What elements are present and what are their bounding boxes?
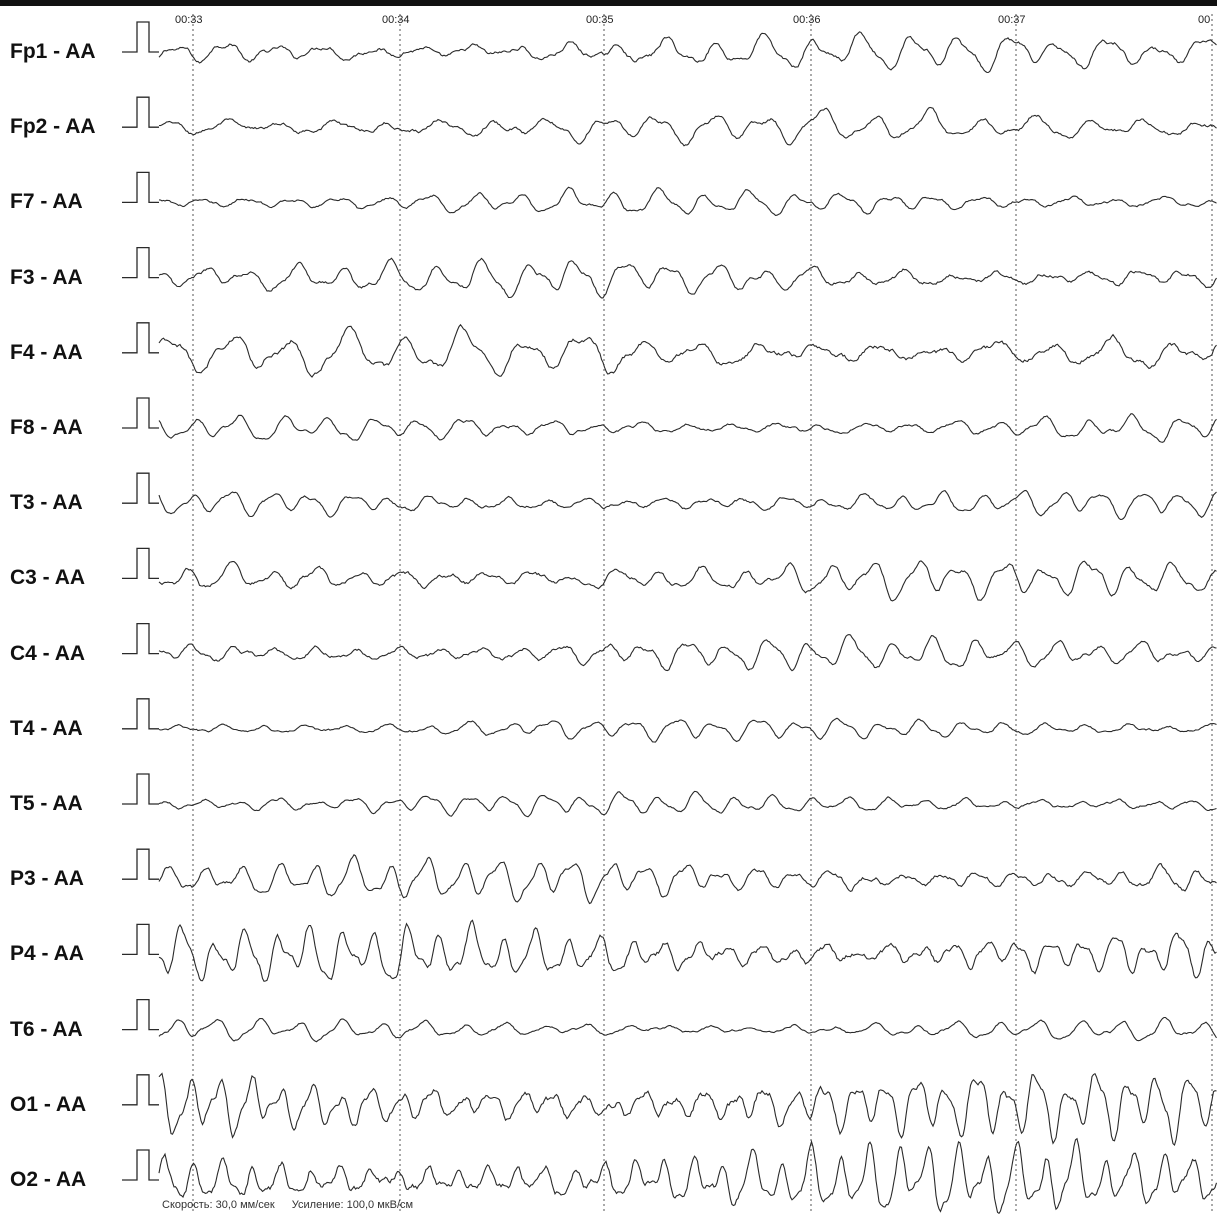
eeg-trace (158, 790, 1217, 818)
channel-label: O1 - AA (10, 1092, 87, 1116)
calibration-pulse (122, 472, 159, 504)
channel-label: P3 - AA (10, 867, 84, 891)
channel-label: F7 - AA (10, 190, 83, 214)
channel-label: Fp1 - AA (10, 40, 96, 63)
channel-label: F3 - AA (10, 265, 83, 289)
eeg-trace (158, 106, 1217, 147)
gain-label: Усиление: 100,0 мкВ/см (291, 1199, 414, 1211)
calibration-pulse (122, 246, 159, 279)
channel-label: Fp2 - AA (10, 115, 96, 139)
calibration-pulse (122, 923, 159, 956)
time-tick-label: 00:34 (382, 14, 410, 26)
time-tick-label: 00:37 (998, 14, 1026, 26)
time-tick-label: 00:33 (175, 14, 203, 26)
recording-settings: Скорость: 30,0 мм/сек Усиление: 100,0 мк… (162, 1199, 427, 1211)
channel-label: F8 - AA (10, 416, 83, 439)
channel-label: T4 - AA (10, 716, 83, 740)
channel-label: T3 - AA (10, 491, 83, 515)
eeg-trace (158, 413, 1217, 443)
eeg-trace (158, 1072, 1217, 1147)
eeg-trace (158, 257, 1217, 299)
channel-label: O2 - AA (10, 1168, 87, 1191)
eeg-trace (158, 1137, 1217, 1214)
channel-label: C3 - AA (10, 566, 86, 590)
time-tick-label: 00 (1198, 14, 1211, 26)
eeg-trace (158, 186, 1217, 216)
calibration-pulse (122, 622, 159, 655)
calibration-pulse (122, 1074, 159, 1106)
calibration-pulse (122, 96, 159, 128)
eeg-trace (158, 489, 1217, 520)
eeg-trace (158, 634, 1217, 672)
time-tick-label: 00:36 (793, 14, 821, 26)
calibration-pulse (122, 698, 159, 730)
calibration-pulse (122, 998, 159, 1031)
channel-label: T5 - AA (10, 792, 83, 815)
time-tick-label: 00:35 (586, 14, 614, 26)
calibration-pulse (122, 21, 159, 53)
eeg-trace (158, 717, 1217, 743)
speed-label: Скорость: 30,0 мм/сек (162, 1199, 275, 1211)
calibration-pulse (122, 171, 159, 204)
calibration-pulse (122, 322, 159, 354)
calibration-pulse (122, 773, 159, 805)
channel-label: F4 - AA (10, 340, 83, 364)
calibration-pulse (122, 848, 159, 880)
channel-label: T6 - AA (10, 1017, 83, 1041)
calibration-pulse (122, 1149, 159, 1181)
channel-label: C4 - AA (10, 641, 86, 665)
eeg-trace (158, 31, 1217, 74)
calibration-pulse (122, 397, 159, 429)
eeg-trace (158, 854, 1217, 905)
top-border (0, 0, 1217, 6)
calibration-pulse (122, 547, 159, 580)
eeg-trace (158, 919, 1217, 982)
eeg-trace (158, 323, 1217, 378)
eeg-trace (158, 560, 1217, 602)
eeg-trace (158, 1016, 1217, 1043)
channel-label: P4 - AA (10, 942, 84, 966)
